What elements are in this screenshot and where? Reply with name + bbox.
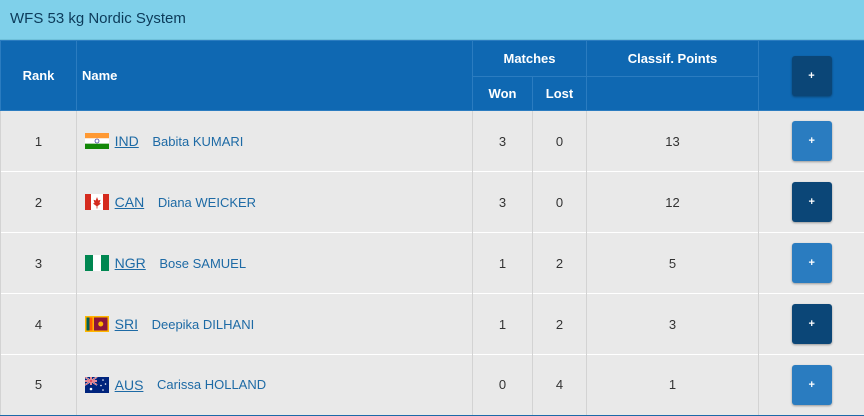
athlete-name-link[interactable]: Bose SAMUEL <box>159 255 247 271</box>
rank-header: Rank <box>0 40 77 111</box>
country-code-link[interactable]: SRI <box>114 316 138 333</box>
lost-cell: 4 <box>532 354 587 416</box>
won-header: Won <box>472 76 533 111</box>
button-cell: + <box>758 171 864 233</box>
nigeria-flag-icon <box>85 255 109 272</box>
athlete-name-link[interactable]: Babita KUMARI <box>152 133 244 149</box>
won-cell: 1 <box>472 232 533 294</box>
button-cell: + <box>758 354 864 416</box>
lost-cell: 0 <box>532 110 587 172</box>
rank-cell: 5 <box>0 354 77 416</box>
button-cell: + <box>758 293 864 355</box>
country-code-link[interactable]: CAN <box>114 194 145 211</box>
button-cell: + <box>758 110 864 172</box>
points-cell: 5 <box>586 232 759 294</box>
title-bar: WFS 53 kg Nordic System <box>0 0 864 40</box>
header-plus-cell: + <box>758 40 864 111</box>
country-code-link[interactable]: AUS <box>114 377 144 394</box>
table-row: 4 SRI Deepika DILHANI 1 2 3 + <box>0 293 864 355</box>
points-cell: 13 <box>586 110 759 172</box>
expand-all-button[interactable]: + <box>791 55 832 96</box>
athlete-cell: CAN Diana WEICKER <box>76 171 473 233</box>
country-code-link[interactable]: IND <box>114 133 139 150</box>
rank-cell: 3 <box>0 232 77 294</box>
athlete-name-link[interactable]: Carissa HOLLAND <box>157 377 267 393</box>
expand-row-button[interactable]: + <box>791 364 832 405</box>
points-header: Classif. Points <box>586 40 759 77</box>
lost-cell: 2 <box>532 293 587 355</box>
lost-header: Lost <box>532 76 587 111</box>
points-cell: 1 <box>586 354 759 416</box>
name-header: Name <box>76 40 473 111</box>
sri-lanka-flag-icon <box>85 316 109 333</box>
won-cell: 0 <box>472 354 533 416</box>
table-row: 1 IND Babita KUMARI 3 0 13 + <box>0 110 864 172</box>
matches-header: Matches <box>472 40 587 77</box>
won-cell: 3 <box>472 171 533 233</box>
athlete-cell: AUS Carissa HOLLAND <box>76 354 473 416</box>
athlete-name-link[interactable]: Diana WEICKER <box>157 194 257 210</box>
australia-flag-icon <box>85 377 109 394</box>
standings-table: Rank Name Matches Classif. Points + Won … <box>0 40 864 416</box>
table-row: 5 AUS Carissa HOLLAND 0 4 1 + <box>0 354 864 416</box>
table-row: 3 NGR Bose SAMUEL 1 2 5 + <box>0 232 864 294</box>
button-cell: + <box>758 232 864 294</box>
lost-cell: 0 <box>532 171 587 233</box>
rank-cell: 2 <box>0 171 77 233</box>
canada-flag-icon <box>85 194 109 211</box>
won-cell: 1 <box>472 293 533 355</box>
rank-cell: 4 <box>0 293 77 355</box>
page-title: WFS 53 kg Nordic System <box>10 10 186 27</box>
athlete-cell: SRI Deepika DILHANI <box>76 293 473 355</box>
athlete-cell: IND Babita KUMARI <box>76 110 473 172</box>
expand-row-button[interactable]: + <box>791 121 832 161</box>
athlete-name-link[interactable]: Deepika DILHANI <box>151 316 255 332</box>
rank-cell: 1 <box>0 110 77 172</box>
points-subheader-empty <box>586 76 759 111</box>
athlete-cell: NGR Bose SAMUEL <box>76 232 473 294</box>
lost-cell: 2 <box>532 232 587 294</box>
india-flag-icon <box>85 133 109 150</box>
expand-row-button[interactable]: + <box>791 243 832 283</box>
won-cell: 3 <box>472 110 533 172</box>
table-row: 2 CAN Diana WEICKER 3 0 12 + <box>0 171 864 233</box>
points-cell: 12 <box>586 171 759 233</box>
country-code-link[interactable]: NGR <box>114 255 146 272</box>
expand-row-button[interactable]: + <box>791 304 832 344</box>
expand-row-button[interactable]: + <box>791 182 832 222</box>
points-cell: 3 <box>586 293 759 355</box>
